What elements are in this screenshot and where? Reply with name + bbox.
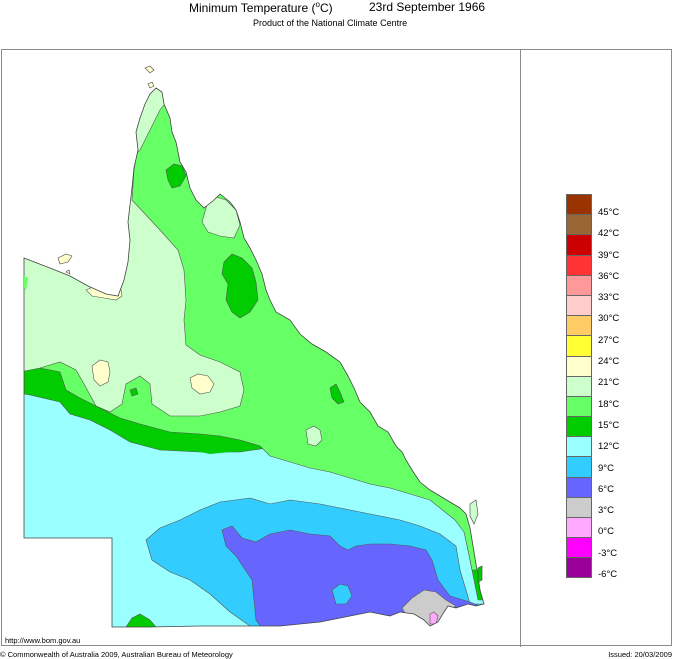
- legend-swatch: [566, 375, 592, 396]
- legend-swatch: [566, 274, 592, 295]
- legend-swatch: [566, 315, 592, 336]
- legend-label: 21°C: [598, 377, 620, 389]
- legend-label: 24°C: [598, 356, 620, 368]
- legend-label: -6°C: [598, 569, 618, 581]
- legend-swatch: [566, 355, 592, 376]
- legend-label: 18°C: [598, 398, 620, 410]
- legend-label: -3°C: [598, 547, 618, 559]
- legend-swatch: [566, 557, 592, 578]
- map-frame: [1, 49, 672, 646]
- legend-label: 27°C: [598, 334, 620, 346]
- legend-swatch: [566, 436, 592, 457]
- legend-label: 0°C: [598, 526, 614, 538]
- title-text: Minimum Temperature (oC): [189, 0, 333, 15]
- legend-label: 3°C: [598, 505, 614, 517]
- legend-swatch: [566, 395, 592, 417]
- legend-label: 33°C: [598, 292, 620, 304]
- legend-swatch: [566, 496, 592, 517]
- legend-label: 42°C: [598, 228, 620, 240]
- legend-swatch: [566, 476, 592, 497]
- legend-divider: [520, 49, 521, 647]
- legend-swatch: [566, 254, 592, 275]
- source-url[interactable]: http://www.bom.gov.au: [5, 636, 81, 645]
- legend-swatch: [566, 234, 592, 255]
- legend-label: 39°C: [598, 249, 620, 261]
- legend-label: 6°C: [598, 483, 614, 495]
- legend-swatch: [566, 456, 592, 477]
- legend-label: 15°C: [598, 419, 620, 431]
- map-title: Minimum Temperature (oC) 23rd September …: [0, 0, 674, 18]
- legend-swatch: [566, 294, 592, 316]
- legend-label: 9°C: [598, 462, 614, 474]
- legend-colorbar: [566, 194, 593, 578]
- legend-label: 36°C: [598, 270, 620, 282]
- subtitle: Product of the National Climate Centre: [253, 18, 408, 28]
- legend-label: 30°C: [598, 313, 620, 325]
- issued-date: Issued: 20/03/2009: [608, 650, 672, 659]
- title-date: 23rd September 1966: [369, 0, 486, 14]
- legend-label: 12°C: [598, 441, 620, 453]
- legend-swatch: [566, 335, 592, 356]
- legend-swatch: [566, 194, 592, 215]
- copyright-notice: © Commonwealth of Australia 2009, Austra…: [0, 650, 233, 659]
- legend-swatch: [566, 517, 592, 538]
- legend-swatch: [566, 214, 592, 235]
- legend-swatch: [566, 416, 592, 437]
- legend-labels: 45°C 42°C 39°C 36°C 33°C 30°C 27°C 24°C …: [598, 207, 619, 590]
- legend-swatch: [566, 537, 592, 558]
- legend-label: 45°C: [598, 207, 620, 218]
